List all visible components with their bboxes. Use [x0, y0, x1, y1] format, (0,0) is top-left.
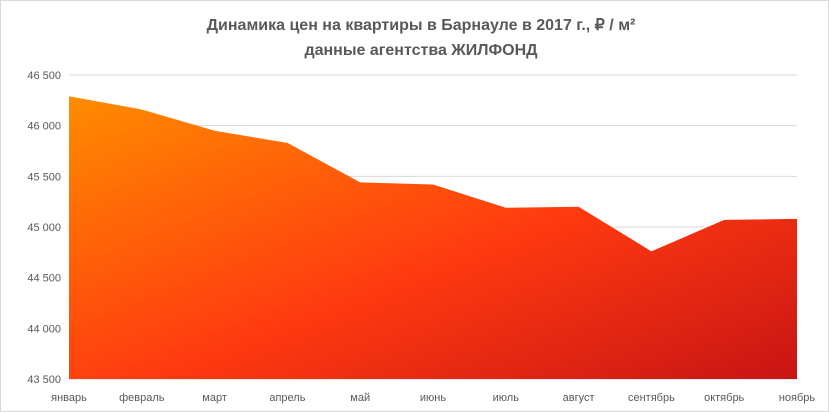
- x-tick-label: февраль: [119, 392, 165, 404]
- plot-area: [69, 96, 797, 379]
- y-tick-label: 46 500: [27, 70, 61, 82]
- x-tick-label: июнь: [420, 392, 446, 404]
- y-tick-label: 44 500: [27, 273, 61, 285]
- y-tick-label: 44 000: [27, 323, 61, 335]
- x-tick-label: июль: [493, 392, 520, 404]
- y-tick-label: 43 500: [27, 374, 61, 386]
- price-area: [69, 96, 797, 379]
- y-tick-label: 45 000: [27, 222, 61, 234]
- y-axis-labels: 43 500 44 000 44 500 45 000 45 500 46 000 46 5…: [27, 70, 61, 386]
- x-tick-label: апрель: [269, 392, 305, 404]
- x-tick-label: ноябрь: [779, 392, 816, 404]
- y-tick-label: 45 500: [27, 171, 61, 183]
- x-tick-label: август: [563, 392, 595, 404]
- x-tick-label: май: [350, 392, 370, 404]
- x-tick-label: октябрь: [704, 392, 744, 404]
- x-tick-label: сентябрь: [628, 392, 675, 404]
- y-tick-label: 46 000: [27, 121, 61, 133]
- chart-title: Динамика цен на квартиры в Барнауле в 20…: [207, 17, 636, 34]
- chart-subtitle: данные агентства ЖИЛФОНД: [304, 42, 538, 59]
- x-tick-label: март: [202, 392, 227, 404]
- x-axis-labels: январь февраль март апрель май июнь июль август…: [51, 392, 815, 404]
- x-tick-label: январь: [51, 392, 87, 404]
